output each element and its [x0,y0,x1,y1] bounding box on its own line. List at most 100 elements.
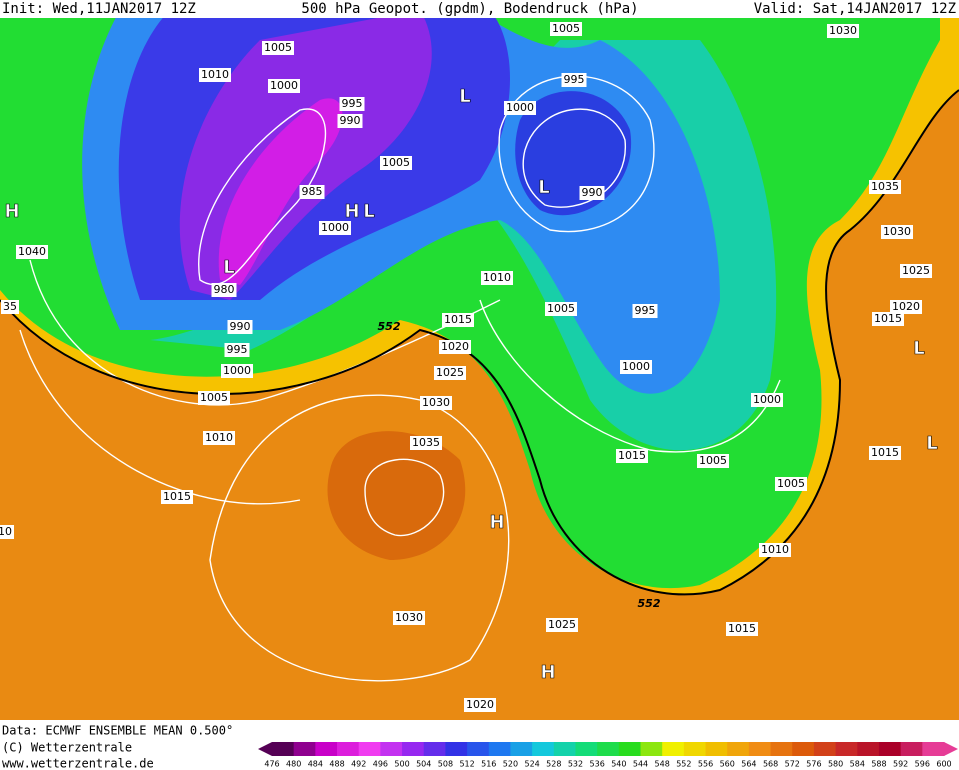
colorbar-segment [727,742,750,756]
isobar-label: 1005 [552,22,580,35]
isobar-label: 1040 [18,245,46,258]
isobar-label: 1015 [728,622,756,635]
colorbar-label: 512 [459,760,474,769]
label-box [546,618,578,632]
isobar-label: 990 [230,320,251,333]
pressure-center: H [344,201,359,222]
colorbar-label: 552 [676,760,691,769]
init-time: Init: Wed,11JAN2017 12Z [2,1,196,17]
label-box [620,360,652,374]
isobar-label: 1025 [436,366,464,379]
isobar-labels: 1005 1010 1000 995 990 1005 985 1000 980 990 995 10… [0,22,938,712]
colorbar-segment [337,742,360,756]
pressure-center: H [4,201,19,222]
isobar-label: 1010 [761,543,789,556]
label-box [198,391,230,405]
colorbar-segment [922,742,945,756]
label-box [442,313,474,327]
colorbar-label: 540 [611,760,626,769]
colorbar-segment [683,742,707,756]
isobar-label: 1020 [441,340,469,353]
isobar-label: 1000 [223,364,251,377]
isobar-label: 990 [582,186,603,199]
label-box [697,454,729,468]
label-box [550,22,582,36]
colorbar-segment [748,742,772,756]
colorbar-segment [705,742,728,756]
label-box [199,68,231,82]
colorbar-segment [510,742,533,756]
isobar-label: 995 [564,73,585,86]
colorbar-segment [640,742,663,756]
label-box [439,340,471,354]
colorbar-segment [835,742,858,756]
colorbar-label: 600 [936,760,951,769]
isobar-label: 1010 [483,271,511,284]
isobar-label: 1035 [871,180,899,193]
colorbar-label: 580 [828,760,843,769]
label-box [872,312,904,326]
colorbar-segment [597,742,620,756]
colorbar-segment [553,742,576,756]
label-box [504,101,536,115]
colorbar-label: 524 [524,760,539,769]
website: www.wetterzentrale.de [2,757,154,770]
colorbar-segment [857,742,880,756]
isobar-label: 995 [227,343,248,356]
label-box [319,221,351,235]
isobar-label: 1005 [264,41,292,54]
colorbar-label: 528 [546,760,561,769]
colorbar-segment [293,742,316,756]
colorbar-segment [532,742,555,756]
isobar-label: 1000 [622,360,650,373]
colorbar-label: 572 [785,760,800,769]
label-box [393,611,425,625]
label-box [632,304,658,318]
colorbar-label: 596 [915,760,930,769]
label-box [900,264,932,278]
label-box [221,364,253,378]
isobar-label: 1025 [902,264,930,277]
isobar-label: 1025 [548,618,576,631]
colorbar-segment [358,742,381,756]
colorbar-label: 560 [720,760,735,769]
map-background [0,0,959,720]
colorbar-segment [813,742,837,756]
colorbar-label: 556 [698,760,713,769]
label-box [337,114,363,128]
label-box [545,302,577,316]
label-box [262,41,294,55]
label-box [161,490,193,504]
geopotential-label: 552 [378,320,401,333]
colorbar-label: 532 [568,760,583,769]
label-box [481,271,513,285]
map-title: 500 hPa Geopot. (gpdm), Bodendruck (hPa) [301,1,638,17]
isobar-label: 1005 [699,454,727,467]
colorbar-label: 516 [481,760,496,769]
colorbar-label: 484 [308,760,323,769]
isobar-label: 1005 [547,302,575,315]
isobar-label: 1015 [874,312,902,325]
colorbar-segment [618,742,642,756]
pressure-center: L [363,201,374,222]
label-box [420,396,452,410]
label-box [775,477,807,491]
isobar-label: 1035 [412,436,440,449]
isobar-label: 1010 [205,431,233,444]
copyright: (C) Wetterzentrale [2,741,132,755]
colorbar-segment [445,742,468,756]
colorbar-segment [900,742,923,756]
colorbar-segment [272,742,295,756]
isobar-label: 1010 [201,68,229,81]
isobar-label: 1005 [382,156,410,169]
label-box [16,245,48,259]
isobar-label: 1000 [506,101,534,114]
label-box [869,180,901,194]
label-box [616,449,648,463]
colorbar-label: 564 [741,760,756,769]
pressure-center: H [540,662,555,683]
pressure-center: L [538,177,549,198]
label-box [203,431,235,445]
isobar-label: 985 [302,185,323,198]
colorbar-label: 500 [394,760,409,769]
